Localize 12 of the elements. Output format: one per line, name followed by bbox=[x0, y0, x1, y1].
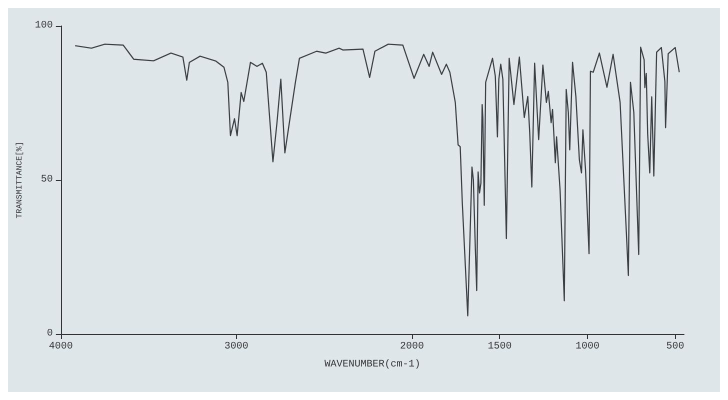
x-tick-label: 4000 bbox=[48, 342, 73, 352]
y-axis-title: TRANSMITTANCE[%] bbox=[16, 142, 24, 218]
line-series bbox=[74, 44, 680, 316]
x-tick-label: 1500 bbox=[488, 342, 512, 352]
x-tick-label: 1000 bbox=[575, 342, 600, 352]
x-tick-label: 3000 bbox=[224, 342, 248, 352]
y-tick-label: 0 bbox=[46, 328, 53, 340]
x-axis-title: WAVENUMBER(cm-1) bbox=[324, 358, 420, 370]
y-tick-label: 100 bbox=[34, 20, 53, 32]
x-tick-label: 2000 bbox=[400, 342, 424, 352]
y-tick-label: 50 bbox=[40, 174, 53, 186]
x-tick-label: 500 bbox=[666, 342, 684, 352]
